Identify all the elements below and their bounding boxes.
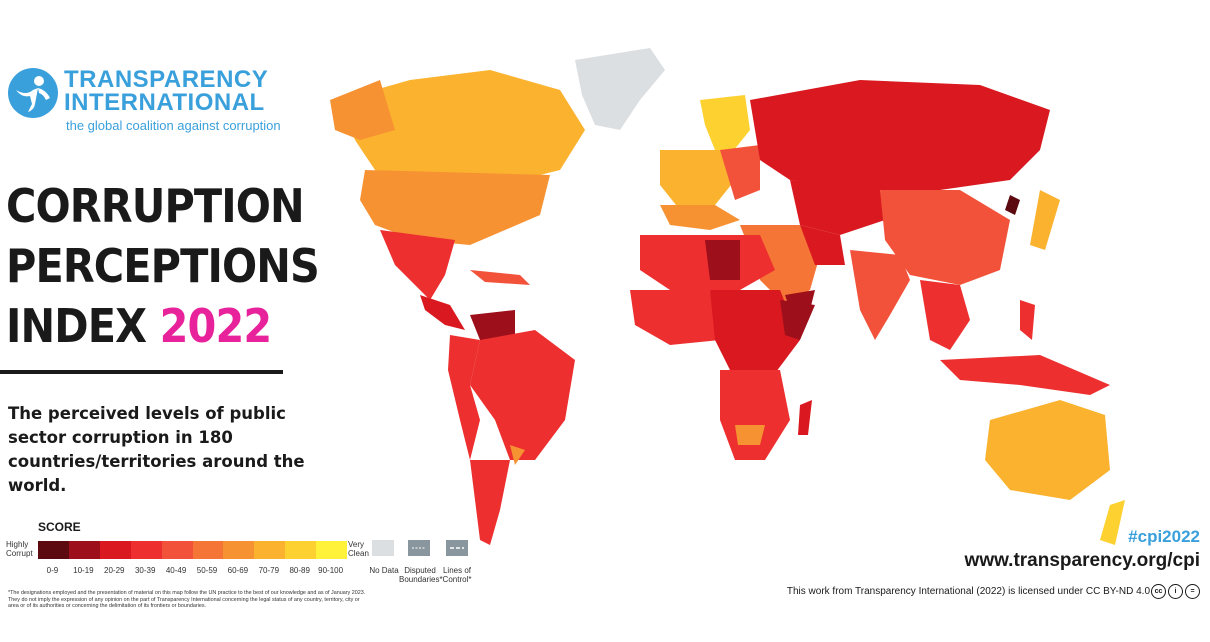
region-alaska <box>330 80 395 140</box>
region-southern-africa <box>720 370 790 460</box>
disputed-boundaries-label: Disputed Boundaries* <box>399 566 443 584</box>
region-central-america <box>420 295 465 330</box>
region-north-africa <box>640 235 775 290</box>
legend-segment <box>192 541 224 559</box>
legend-segment <box>285 541 317 559</box>
region-indonesia <box>940 355 1110 395</box>
lines-of-control-swatch <box>446 540 468 556</box>
region-west-africa <box>630 290 720 345</box>
no-data-label: No Data <box>369 566 399 575</box>
region-india <box>850 250 910 340</box>
region-canada <box>340 70 585 190</box>
hashtag: #cpi2022 <box>1128 527 1200 546</box>
region-china <box>880 190 1010 285</box>
region-andes <box>448 335 480 460</box>
region-eastern-europe <box>720 145 760 200</box>
region-north-korea <box>1005 195 1020 215</box>
legend-low-label: Highly Corrupt <box>6 540 33 558</box>
region-botswana-namibia <box>735 425 765 445</box>
disclaimer: *The designations employed and the prese… <box>8 590 366 609</box>
region-libya <box>705 240 740 280</box>
legend-segment <box>316 541 348 559</box>
region-japan <box>1030 190 1060 250</box>
legend-high-label-1: Very <box>348 540 365 549</box>
cc-license-icons: cc i = <box>1151 584 1200 599</box>
region-madagascar <box>798 400 812 435</box>
title-year: 2022 <box>159 299 273 353</box>
legend-heading: SCORE <box>38 520 81 534</box>
legend-high-label-2: Clean <box>348 549 369 558</box>
logo-tagline: the global coalition against corruption <box>66 118 281 133</box>
legend-tick-label: 20-29 <box>104 566 125 575</box>
legend-segment <box>161 541 193 559</box>
region-scandinavia <box>700 95 750 155</box>
legend-tick-label: 50-59 <box>196 566 218 575</box>
disputed-label-1: Disputed <box>404 566 436 575</box>
legend-tick-labels: 0-9 10-19 20-29 30-39 40-49 50-59 60-69 70-79 80… <box>37 566 346 575</box>
cc-icon: cc <box>1151 584 1166 599</box>
region-uruguay <box>510 445 525 465</box>
disputed-boundaries-swatch <box>408 540 430 556</box>
region-central-asia <box>790 180 885 235</box>
region-central-africa <box>710 290 800 380</box>
legend-segment <box>130 541 162 559</box>
legend-segment <box>254 541 286 559</box>
region-argentina <box>470 460 510 545</box>
title-line1: CORRUPTION <box>6 179 305 233</box>
legend-tick-label: 0-9 <box>46 566 59 575</box>
legend-tick-label: 90-100 <box>318 566 344 575</box>
legend-tick-label: 80-89 <box>289 566 310 575</box>
legend-tick-label: 10-19 <box>73 566 94 575</box>
control-label-1: Lines of <box>442 566 472 575</box>
logo-name: TRANSPARENCY INTERNATIONAL <box>64 66 269 116</box>
region-southern-europe <box>660 205 740 230</box>
by-icon: i <box>1168 584 1183 599</box>
logo-name-line2: INTERNATIONAL <box>64 89 265 116</box>
legend-segment <box>38 541 69 559</box>
control-label-2: Control* <box>442 575 472 584</box>
region-mexico <box>380 230 455 300</box>
region-venezuela <box>470 310 515 340</box>
region-philippines <box>1020 300 1035 340</box>
region-brazil <box>470 330 575 460</box>
legend-color-bar <box>37 540 348 560</box>
nd-icon: = <box>1185 584 1200 599</box>
region-greenland <box>575 48 665 130</box>
legend-tick-label: 60-69 <box>227 566 249 575</box>
subtitle: The perceived levels of public sector co… <box>8 404 305 495</box>
region-russia <box>750 80 1050 190</box>
region-southeast-asia <box>920 280 970 350</box>
legend-segment <box>99 541 131 559</box>
region-caribbean <box>470 270 530 285</box>
region-australia <box>985 400 1110 500</box>
world-map <box>330 48 1125 545</box>
person-in-circle-icon <box>8 68 58 118</box>
title-line3: INDEX 2022 <box>6 296 319 356</box>
region-iran <box>800 225 845 265</box>
title-line3-prefix: INDEX <box>6 299 147 353</box>
page-title: CORRUPTION PERCEPTIONS INDEX 2022 <box>6 176 320 356</box>
logo-name-line1: TRANSPARENCY <box>64 66 269 93</box>
region-new-zealand <box>1100 500 1125 545</box>
region-western-europe <box>660 150 735 210</box>
legend-tick-label: 40-49 <box>165 566 187 575</box>
legend-tick-label: 30-39 <box>134 566 156 575</box>
legend-tick-label: 70-79 <box>258 566 280 575</box>
legend-segment <box>68 541 100 559</box>
license-text: This work from Transparency Internationa… <box>786 586 1150 597</box>
legend-high-label: Very Clean <box>348 540 369 558</box>
score-legend: SCORE Highly Corrupt Very Clean 0-9 10-19… <box>6 518 476 588</box>
title-divider <box>0 370 283 374</box>
legend-low-label-1: Highly <box>6 540 29 549</box>
website-url: www.transparency.org/cpi <box>964 550 1200 571</box>
lines-of-control-label: Lines of Control* <box>438 566 476 584</box>
legend-low-label-2: Corrupt <box>6 549 33 558</box>
no-data-swatch <box>372 540 394 556</box>
region-usa <box>360 170 550 245</box>
disputed-label-2: Boundaries* <box>399 575 443 584</box>
legend-segment <box>223 541 255 559</box>
ti-logo: TRANSPARENCY INTERNATIONAL the global co… <box>8 62 298 142</box>
title-line2: PERCEPTIONS <box>6 239 320 293</box>
region-horn-of-africa <box>780 300 815 340</box>
